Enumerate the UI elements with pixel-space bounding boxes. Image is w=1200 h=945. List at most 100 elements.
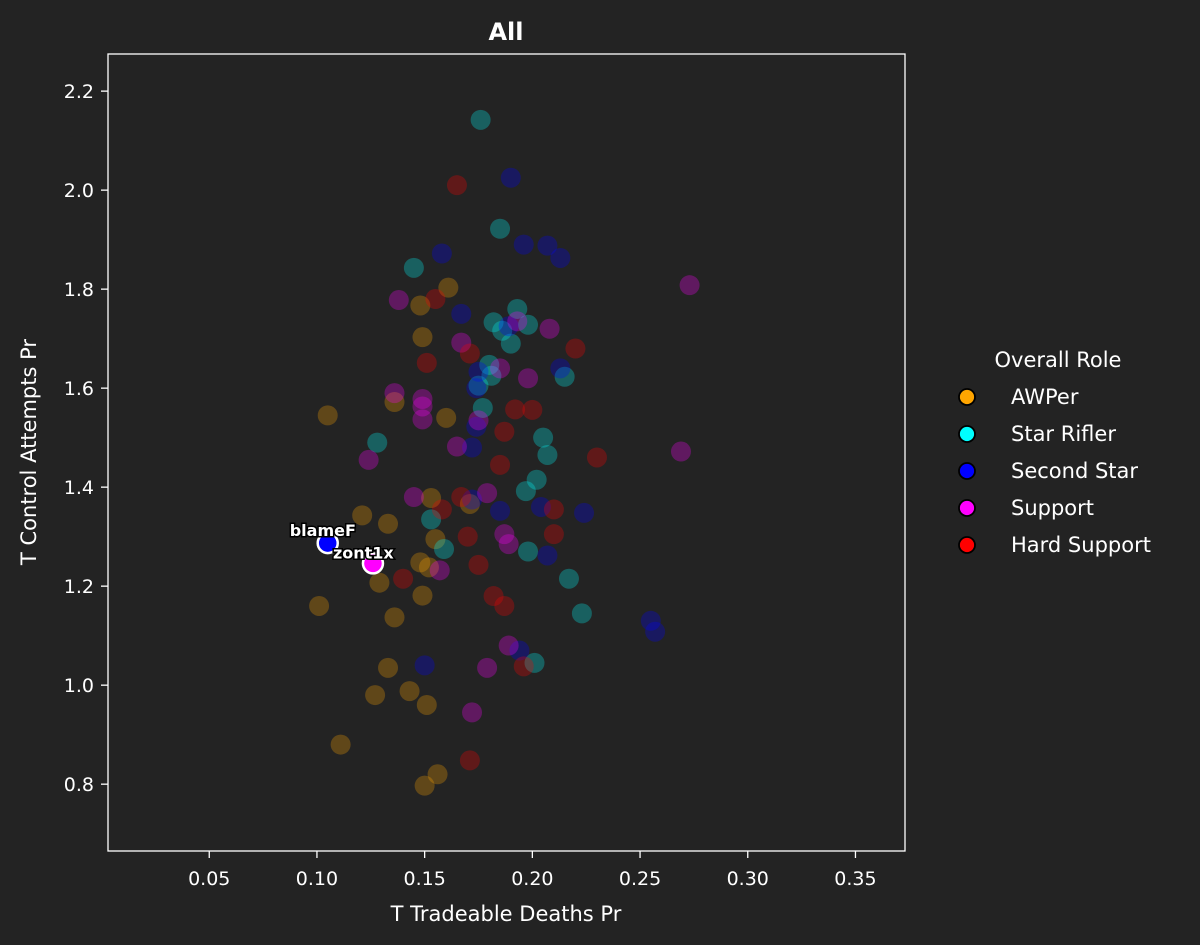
y-tick-label: 1.2 (64, 576, 94, 598)
point-support (679, 275, 700, 296)
point-star-rifler (558, 568, 579, 589)
point-star-rifler (421, 509, 442, 530)
y-tick-label: 1.0 (64, 675, 94, 697)
point-awper (378, 513, 399, 534)
x-axis-ticks: 0.05 0.10 0.15 0.20 0.25 0.30 0.35 (188, 851, 877, 890)
y-tick-label: 2.0 (64, 180, 94, 202)
point-hard-support (446, 175, 467, 196)
point-second-star (537, 235, 558, 256)
point-hard-support (431, 499, 452, 520)
x-tick-label: 0.35 (834, 868, 876, 890)
point-awper (309, 595, 330, 616)
highlight-label-blameF: blameF (290, 521, 356, 540)
point-support (462, 702, 483, 723)
point-second-star (468, 361, 489, 382)
point-support (490, 358, 511, 379)
point-support (451, 332, 472, 353)
point-hard-support (494, 595, 515, 616)
highlight-point-zont1x (361, 552, 385, 575)
legend-label-star-rifler: Star Rifler (1011, 422, 1116, 446)
point-support (429, 560, 450, 581)
point-support (412, 409, 433, 430)
point-awper (418, 557, 439, 578)
point-second-star (466, 378, 487, 399)
highlight-layer: blameF zont1x (288, 520, 396, 575)
point-star-rifler (554, 366, 575, 387)
point-awper (352, 505, 373, 526)
point-hard-support (505, 399, 526, 420)
point-hard-support (459, 750, 480, 771)
point-hard-support (494, 421, 515, 442)
point-awper (384, 607, 405, 628)
point-awper (425, 529, 446, 550)
legend-marker-star-rifler (958, 425, 976, 443)
point-awper (414, 775, 435, 796)
highlight-point-blameF (316, 531, 339, 555)
x-tick-label: 0.10 (296, 868, 338, 890)
y-tick-label: 1.8 (64, 279, 94, 301)
legend-label-second-star: Second Star (1011, 459, 1138, 483)
point-support (468, 410, 489, 431)
point-hard-support (416, 352, 437, 373)
point-hard-support (586, 447, 607, 468)
point-awper (421, 488, 442, 509)
point-star-rifler (518, 314, 539, 335)
point-awper (399, 681, 420, 702)
points-layer (309, 109, 700, 796)
point-support (518, 368, 539, 389)
point-support (670, 441, 691, 462)
y-tick-label: 1.6 (64, 378, 94, 400)
point-awper (412, 585, 433, 606)
point-star-rifler (492, 320, 513, 341)
x-tick-label: 0.20 (511, 868, 553, 890)
x-tick-label: 0.25 (619, 868, 661, 890)
point-awper (369, 572, 390, 593)
point-support (388, 290, 409, 311)
legend-label-support: Support (1011, 496, 1094, 520)
point-support (498, 534, 519, 555)
x-tick-label: 0.15 (403, 868, 445, 890)
y-axis-ticks: 0.8 1.0 1.2 1.4 1.6 1.8 2.0 2.2 (64, 81, 108, 796)
point-hard-support (459, 343, 480, 364)
point-awper (378, 657, 399, 678)
point-second-star (466, 416, 487, 437)
chart-title: All (488, 18, 523, 46)
point-awper (427, 764, 448, 785)
legend-label-hard-support: Hard Support (1011, 533, 1151, 557)
point-second-star (451, 303, 472, 324)
point-awper (438, 277, 459, 298)
point-second-star (550, 247, 571, 268)
point-star-rifler (481, 365, 502, 386)
y-tick-label: 2.2 (64, 81, 94, 103)
point-awper (410, 295, 431, 316)
point-second-star (530, 496, 551, 517)
point-awper (416, 694, 437, 715)
point-star-rifler (518, 541, 539, 562)
point-awper (384, 392, 405, 413)
point-second-star (431, 243, 452, 264)
point-second-star (513, 234, 534, 255)
point-second-star (500, 167, 521, 188)
x-tick-label: 0.05 (188, 868, 230, 890)
point-star-rifler (490, 218, 511, 239)
legend-marker-support (958, 499, 976, 517)
point-star-rifler (403, 257, 424, 278)
legend-marker-second-star (958, 462, 976, 480)
point-second-star (550, 358, 571, 379)
point-star-rifler (526, 469, 547, 490)
point-support (539, 318, 560, 339)
point-awper (317, 405, 338, 426)
point-second-star (645, 621, 666, 642)
point-support (494, 524, 515, 545)
point-hard-support (543, 524, 564, 545)
x-tick-label: 0.30 (727, 868, 769, 890)
point-hard-support (468, 554, 489, 575)
point-hard-support (513, 656, 534, 677)
y-tick-label: 1.4 (64, 477, 94, 499)
legend-marker-hard-support (958, 536, 976, 554)
point-star-rifler (472, 397, 493, 418)
point-awper (436, 407, 457, 428)
point-awper (410, 552, 431, 573)
